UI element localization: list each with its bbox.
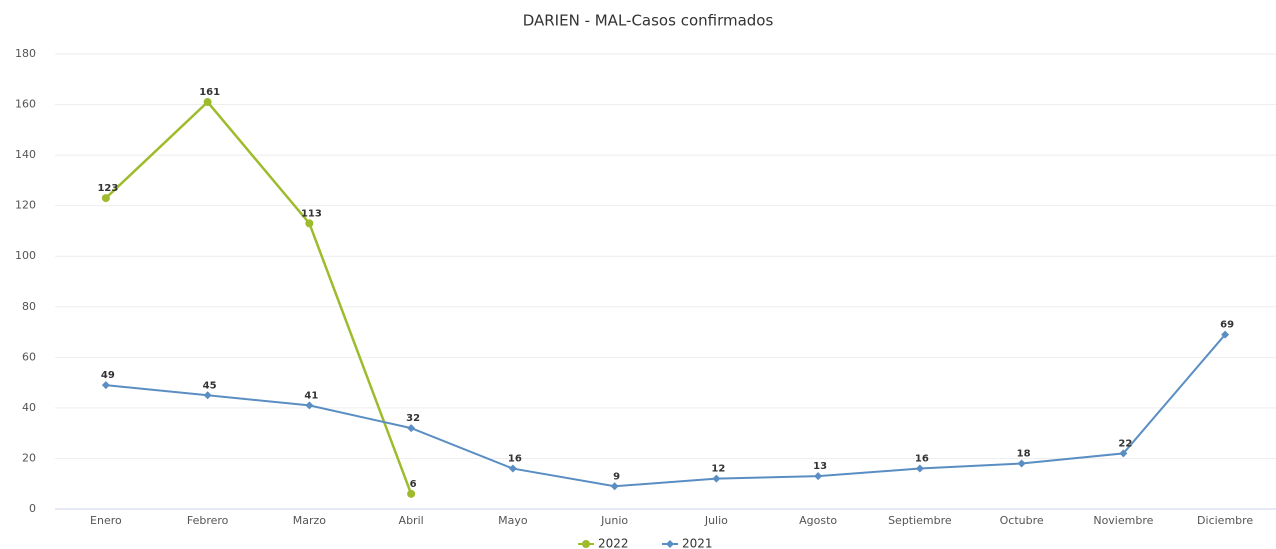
point — [407, 424, 416, 433]
point — [101, 194, 110, 203]
point — [1119, 449, 1128, 458]
point — [101, 381, 110, 390]
chart-title: DARIEN - MAL-Casos confirmados — [523, 12, 774, 30]
data-label: 32 — [406, 413, 420, 424]
series-line — [105, 100, 413, 495]
y-tick-label: 120 — [15, 199, 36, 212]
data-label: 13 — [813, 461, 827, 472]
legend-label: 2021 — [682, 537, 713, 549]
x-tick-label: Octubre — [1000, 514, 1044, 527]
data-label: 69 — [1220, 320, 1234, 331]
x-tick-label: Marzo — [293, 514, 327, 527]
data-label: 12 — [711, 464, 725, 475]
x-tick-label: Mayo — [498, 514, 528, 527]
data-label: 45 — [203, 380, 217, 391]
data-label: 41 — [304, 390, 318, 401]
data-label: 6 — [410, 479, 417, 490]
x-tick-label: Enero — [90, 514, 122, 527]
x-tick-label: Junio — [600, 514, 628, 527]
data-label: 9 — [613, 471, 620, 482]
series-line — [105, 333, 1226, 488]
x-tick-label: Abril — [399, 514, 424, 527]
data-label: 22 — [1118, 438, 1132, 449]
y-tick-label: 40 — [22, 401, 36, 414]
y-tick-label: 160 — [15, 98, 36, 111]
point — [305, 219, 314, 228]
data-label: 161 — [199, 87, 220, 98]
point — [814, 472, 823, 481]
y-tick-label: 20 — [22, 451, 36, 464]
point — [203, 98, 212, 107]
point — [305, 401, 314, 410]
y-tick-label: 100 — [15, 249, 36, 262]
x-tick-label: Noviembre — [1093, 514, 1153, 527]
point — [1017, 459, 1026, 468]
point — [203, 391, 212, 400]
data-label: 16 — [508, 454, 522, 465]
legend-marker — [582, 540, 590, 548]
y-tick-label: 0 — [29, 502, 36, 515]
y-tick-label: 140 — [15, 148, 36, 161]
x-tick-label: Diciembre — [1197, 514, 1253, 527]
point — [610, 482, 619, 491]
point — [508, 464, 517, 473]
y-tick-label: 60 — [22, 350, 36, 363]
data-label: 16 — [915, 454, 929, 465]
y-tick-label: 180 — [15, 47, 36, 60]
data-label: 123 — [97, 183, 118, 194]
y-tick-label: 80 — [22, 300, 36, 313]
data-label: 113 — [301, 208, 322, 219]
point — [915, 464, 924, 473]
legend-label: 2022 — [598, 537, 629, 549]
data-label: 18 — [1017, 449, 1031, 460]
data-label: 49 — [101, 370, 115, 381]
point — [407, 489, 416, 498]
point — [712, 474, 721, 483]
x-tick-label: Agosto — [799, 514, 837, 527]
x-tick-label: Julio — [704, 514, 728, 527]
legend-marker — [666, 540, 674, 548]
point — [1221, 330, 1230, 339]
x-tick-label: Septiembre — [888, 514, 952, 527]
x-tick-label: Febrero — [187, 514, 229, 527]
